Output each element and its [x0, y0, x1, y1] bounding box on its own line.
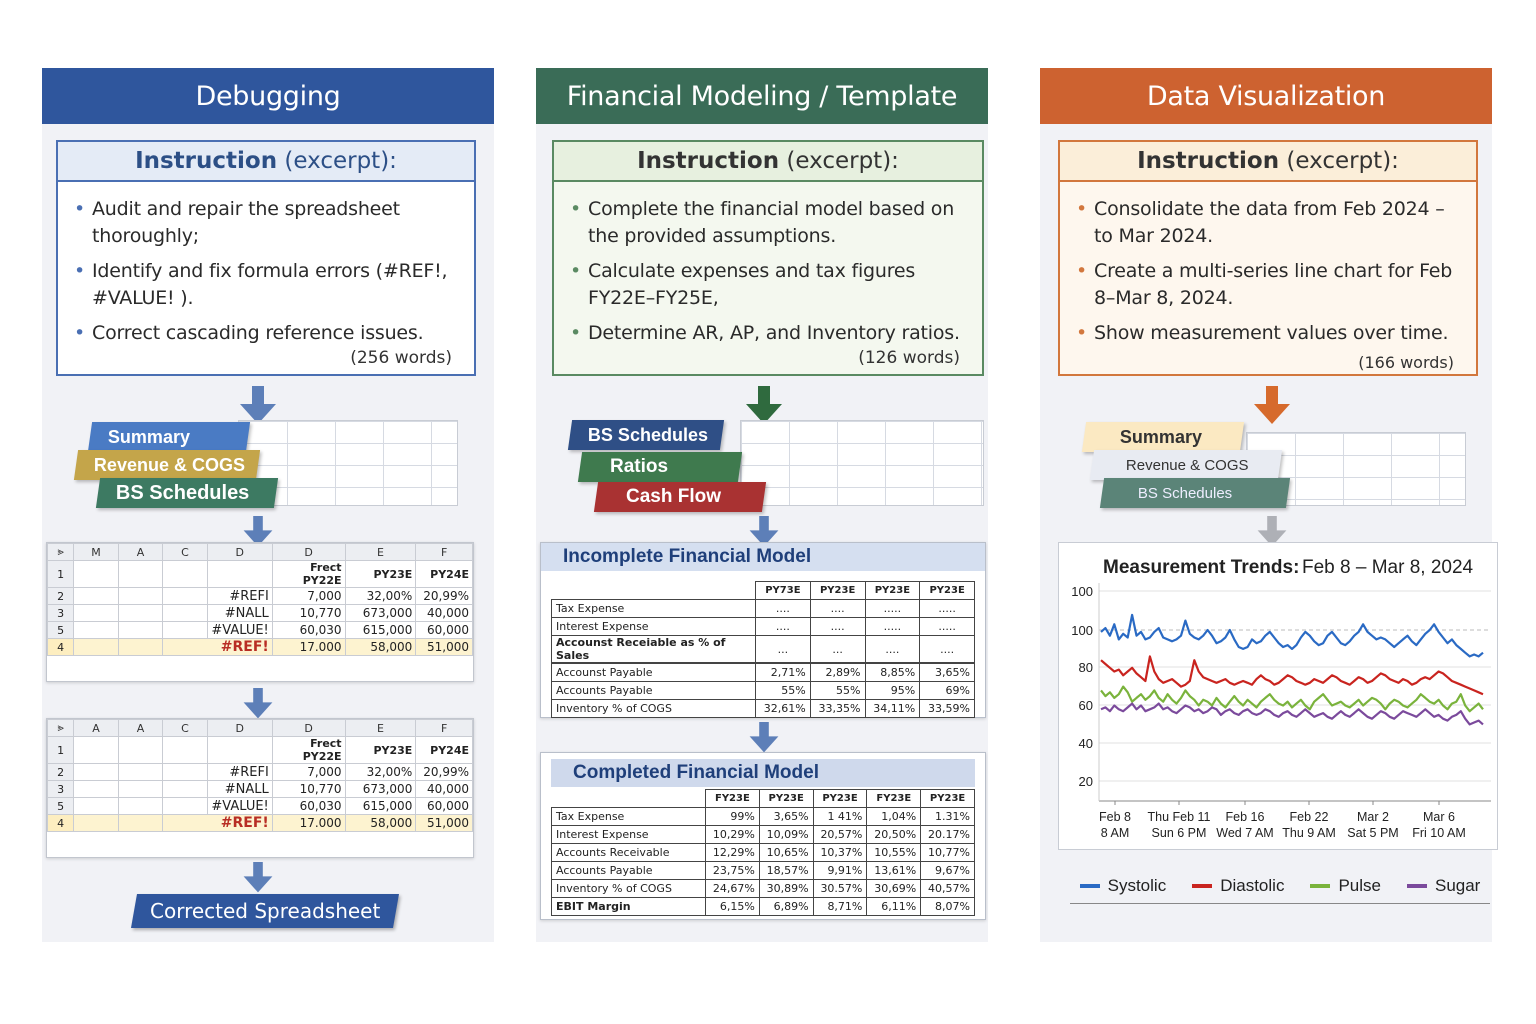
x-tick-label: Thu 9 AM	[1282, 826, 1336, 840]
y-tick-label: 80	[1079, 660, 1093, 675]
sheet-tab-bs-schedules[interactable]: BS Schedules	[567, 420, 725, 450]
instruction-suffix: (excerpt):	[786, 148, 899, 174]
instruction-suffix: (excerpt):	[284, 148, 397, 174]
legend-label: Diastolic	[1220, 875, 1285, 895]
x-tick-label: Mar 6	[1423, 810, 1455, 824]
completed-model-title: Completed Financial Model	[551, 759, 975, 787]
legend-swatch-icon	[1310, 883, 1331, 888]
financial-modeling-panel: Financial Modeling / Template Instructio…	[536, 68, 988, 942]
instruction-heading: Instruction (excerpt):	[554, 142, 982, 182]
legend-item-pulse: Pulse	[1310, 876, 1381, 896]
instruction-bullets: Complete the financial model based on th…	[570, 196, 968, 347]
financial-instruction-box: Instruction (excerpt): Complete the fina…	[552, 140, 984, 376]
chart-title: Measurement Trends:	[1103, 557, 1299, 578]
instruction-bullets: Audit and repair the spreadsheet thoroug…	[74, 196, 460, 347]
sheet-tab-bs-schedules[interactable]: BS Schedules	[1099, 478, 1291, 508]
sheet-tab-summary[interactable]: Summary	[87, 422, 251, 452]
financial-modeling-header: Financial Modeling / Template	[536, 68, 988, 124]
word-count: (126 words)	[858, 348, 960, 368]
x-tick-label: Sat 5 PM	[1347, 826, 1398, 840]
series-line-systolic	[1100, 613, 1484, 658]
instruction-bullet: Complete the financial model based on th…	[570, 196, 968, 250]
x-tick-label: Mar 2	[1357, 810, 1389, 824]
instruction-suffix: (excerpt):	[1286, 148, 1399, 174]
fixed-spreadsheet: ⪢ A A C D D E F 1 Frect PY22E PY23E PY24E 2…	[46, 718, 474, 858]
legend-label: Pulse	[1338, 875, 1381, 895]
dataviz-instruction-box: Instruction (excerpt): Consolidate the d…	[1058, 140, 1478, 376]
x-tick-label: Feb 8	[1099, 810, 1131, 824]
instruction-bullets: Consolidate the data from Feb 2024 –to M…	[1076, 196, 1462, 347]
instruction-bullet: Determine AR, AP, and Inventory ratios.	[570, 320, 968, 347]
legend-item-diastolic: Diastolic	[1192, 876, 1284, 896]
instruction-heading: Instruction (excerpt):	[58, 142, 474, 182]
sheet-tab-revenue-cogs[interactable]: Revenue & COGS	[1089, 450, 1283, 480]
legend-label: Systolic	[1107, 875, 1167, 895]
instruction-body: Audit and repair the spreadsheet thoroug…	[58, 182, 474, 374]
y-tick-label: 100	[1071, 623, 1093, 638]
instruction-heading: Instruction (excerpt):	[1060, 142, 1476, 182]
x-tick-label: Sun 6 PM	[1152, 826, 1207, 840]
legend-item-sugar: Sugar	[1406, 875, 1481, 896]
instruction-label: Instruction	[1137, 148, 1280, 174]
sheet-tab-cash-flow[interactable]: Cash Flow	[593, 482, 767, 512]
instruction-bullet: Create a multi-series line chart for Feb…	[1076, 258, 1462, 312]
down-arrow-icon	[749, 722, 779, 754]
incomplete-model-title: Incomplete Financial Model	[541, 543, 985, 571]
y-tick-label: 60	[1079, 698, 1093, 713]
instruction-label: Instruction	[637, 148, 780, 174]
legend-item-systolic: Systolic	[1079, 875, 1167, 896]
debugging-panel: Debugging Instruction (excerpt): Audit a…	[42, 68, 494, 942]
series-line-diastolic	[1100, 655, 1484, 696]
legend-swatch-icon	[1079, 883, 1100, 888]
instruction-bullet: Correct cascading reference issues.	[74, 320, 460, 347]
measurement-trends-chart: Measurement Trends: Feb 8 – Mar 8, 2024 …	[1058, 542, 1498, 850]
series-line-sugar	[1100, 702, 1484, 726]
sheet-tab-ratios[interactable]: Ratios	[577, 452, 743, 482]
down-arrow-icon	[746, 386, 782, 426]
legend-swatch-icon	[1406, 883, 1427, 888]
word-count: (166 words)	[1358, 353, 1454, 372]
instruction-label: Instruction	[135, 148, 278, 174]
instruction-bullet: Consolidate the data from Feb 2024 –to M…	[1076, 196, 1462, 250]
instruction-bullet: Show measurement values over time.	[1076, 320, 1462, 347]
debugging-header: Debugging	[42, 68, 494, 124]
data-visualization-panel: Data Visualization Instruction (excerpt)…	[1040, 68, 1498, 942]
series-line-pulse	[1100, 685, 1484, 713]
down-arrow-icon	[243, 862, 273, 894]
legend-label: Sugar	[1434, 875, 1481, 895]
x-tick-label: Feb 22	[1290, 810, 1329, 824]
down-arrow-icon	[243, 688, 273, 720]
y-tick-label: 100	[1071, 584, 1093, 599]
sheet-tab-revenue-cogs[interactable]: Revenue & COGS	[73, 450, 261, 480]
broken-spreadsheet: ⪢ M A C D D E F 1 Frect PY22E PY23E PY24E 2…	[46, 542, 474, 682]
instruction-bullet: Identify and fix formula errors (#REF!, …	[74, 258, 460, 312]
x-tick-label: Fri 10 AM	[1412, 826, 1466, 840]
completed-financial-model: Completed Financial Model FY23E PY23E PY…	[540, 752, 986, 920]
x-tick-label: Thu Feb 11	[1147, 810, 1210, 824]
debugging-instruction-box: Instruction (excerpt): Audit and repair …	[56, 140, 476, 376]
y-tick-label: 20	[1079, 774, 1093, 789]
down-arrow-icon	[1254, 386, 1290, 426]
data-visualization-header: Data Visualization	[1040, 68, 1492, 124]
instruction-body: Consolidate the data from Feb 2024 –to M…	[1060, 182, 1476, 374]
chart-legend: Systolic Diastolic Pulse Sugar	[1070, 868, 1490, 904]
y-tick-label: 40	[1079, 736, 1093, 751]
word-count: (256 words)	[350, 348, 452, 368]
sheet-tab-bs-schedules[interactable]: BS Schedules	[95, 478, 279, 508]
corrected-spreadsheet-label: Corrected Spreadsheet	[131, 894, 399, 928]
instruction-bullet: Audit and repair the spreadsheet thoroug…	[74, 196, 460, 250]
x-tick-label: Feb 16	[1226, 810, 1265, 824]
x-tick-label: 8 AM	[1101, 826, 1130, 840]
sheet-grid-preview	[740, 420, 984, 506]
instruction-bullet: Calculate expenses and tax figures FY22E…	[570, 258, 968, 312]
instruction-body: Complete the financial model based on th…	[554, 182, 982, 374]
chart-subtitle: Feb 8 – Mar 8, 2024	[1302, 557, 1474, 578]
x-tick-label: Wed 7 AM	[1216, 826, 1273, 840]
line-chart-svg: Measurement Trends: Feb 8 – Mar 8, 2024 …	[1071, 557, 1491, 840]
legend-swatch-icon	[1192, 883, 1213, 888]
incomplete-financial-model: Incomplete Financial Model PY73E PY23E P…	[540, 542, 986, 718]
sheet-tab-summary[interactable]: Summary	[1081, 422, 1245, 452]
down-arrow-icon	[240, 386, 276, 426]
